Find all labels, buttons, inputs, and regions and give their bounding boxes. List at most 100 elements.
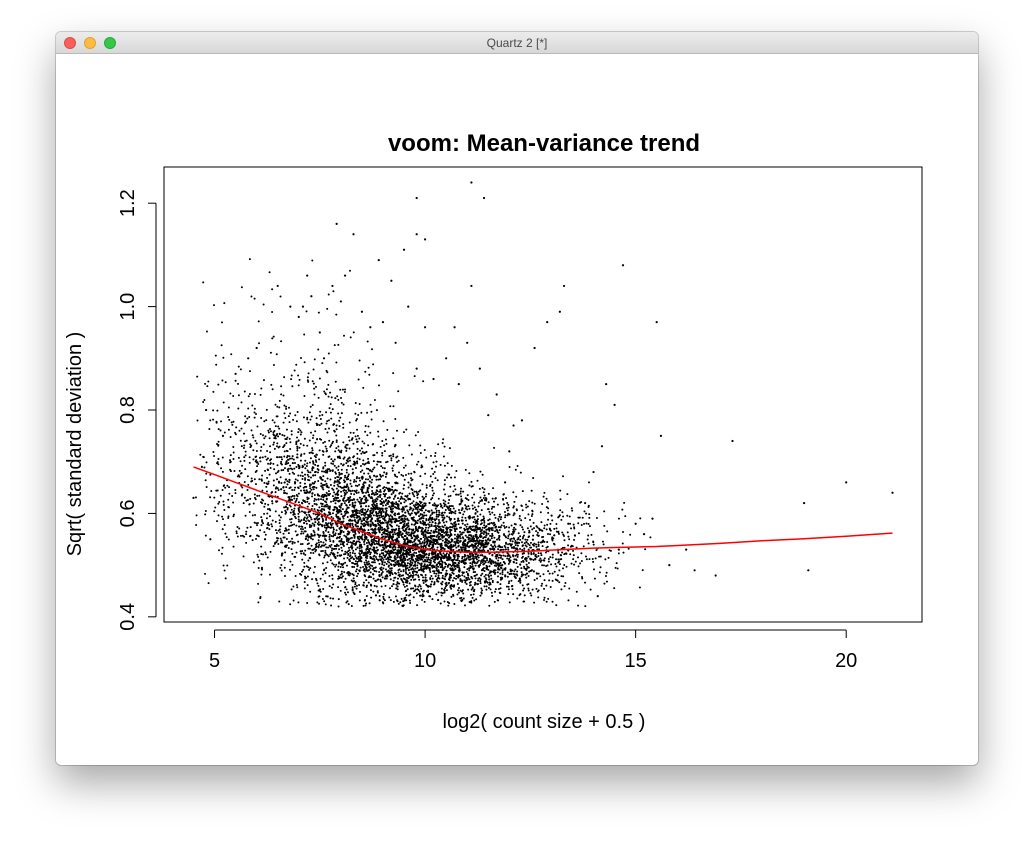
data-point — [314, 513, 317, 516]
data-point — [382, 595, 385, 598]
data-point — [260, 573, 263, 576]
data-point — [421, 526, 424, 529]
data-point — [420, 565, 423, 568]
data-point — [334, 380, 337, 383]
data-point — [335, 547, 338, 550]
data-point — [244, 468, 247, 471]
data-point — [469, 556, 472, 559]
data-point — [339, 529, 342, 532]
data-point — [410, 528, 413, 531]
minimize-button[interactable] — [84, 37, 96, 49]
data-point — [520, 541, 523, 544]
data-point — [441, 506, 444, 509]
data-point — [240, 445, 243, 448]
data-point — [450, 504, 453, 507]
data-point — [266, 457, 269, 460]
data-point — [318, 553, 321, 556]
x-tick-label: 10 — [414, 650, 436, 672]
data-point — [217, 502, 220, 505]
data-point — [328, 508, 331, 511]
data-point — [422, 582, 425, 585]
data-point — [294, 501, 297, 504]
data-point — [536, 548, 539, 551]
zoom-button[interactable] — [104, 37, 116, 49]
data-point — [233, 469, 236, 472]
data-point — [323, 526, 326, 529]
data-point — [394, 561, 397, 564]
data-point — [583, 522, 586, 525]
close-button[interactable] — [64, 37, 76, 49]
data-point — [477, 505, 480, 508]
data-point — [310, 533, 313, 536]
data-point — [382, 597, 385, 600]
data-point — [315, 503, 318, 506]
data-point — [358, 403, 361, 406]
title-bar[interactable]: Quartz 2 [*] — [56, 32, 978, 54]
data-point — [224, 532, 227, 535]
data-point — [327, 546, 330, 549]
data-point — [340, 396, 343, 399]
data-point — [243, 390, 246, 393]
data-point — [330, 586, 333, 589]
data-point — [375, 475, 378, 478]
data-point — [477, 579, 480, 582]
data-point — [394, 546, 397, 549]
data-point — [419, 542, 422, 545]
data-point — [442, 502, 445, 505]
data-point — [367, 523, 370, 526]
data-point — [527, 552, 530, 555]
data-point — [205, 408, 208, 412]
data-point — [551, 519, 554, 522]
data-point — [286, 480, 289, 483]
data-point — [360, 411, 363, 414]
data-point — [438, 511, 441, 514]
data-point — [338, 425, 341, 428]
data-point — [298, 465, 301, 468]
data-point — [342, 426, 345, 429]
data-point — [346, 591, 349, 594]
data-point — [475, 524, 478, 527]
data-point — [539, 557, 542, 560]
data-point — [343, 485, 346, 488]
data-point — [433, 502, 436, 505]
data-point — [465, 583, 468, 586]
data-point — [467, 505, 470, 508]
data-point — [448, 602, 451, 605]
data-point — [496, 503, 499, 506]
data-point — [340, 412, 343, 415]
data-point — [406, 576, 409, 579]
data-point — [424, 537, 427, 540]
data-point — [459, 490, 462, 493]
data-point — [292, 418, 295, 421]
data-point — [265, 517, 268, 520]
data-point — [368, 547, 371, 550]
data-point — [353, 563, 356, 566]
data-point — [290, 508, 293, 511]
data-point — [360, 310, 364, 313]
data-point — [517, 532, 520, 535]
data-point — [363, 543, 366, 546]
data-point — [555, 565, 558, 568]
data-point — [470, 284, 473, 288]
data-point — [260, 387, 263, 390]
data-point — [513, 558, 516, 561]
data-point — [487, 492, 490, 495]
data-point — [414, 503, 417, 506]
data-point — [481, 473, 484, 476]
data-point — [358, 512, 361, 515]
data-point — [468, 507, 471, 510]
data-point — [437, 504, 440, 507]
data-point — [352, 577, 355, 580]
data-point — [313, 502, 316, 505]
data-point — [395, 524, 398, 527]
data-point — [506, 552, 509, 555]
data-point — [457, 508, 460, 511]
data-point — [325, 422, 328, 425]
data-point — [345, 447, 348, 450]
data-point — [337, 598, 340, 601]
data-point — [318, 414, 321, 417]
data-point — [500, 524, 503, 527]
data-point — [354, 531, 357, 534]
data-point — [423, 497, 426, 500]
data-point — [367, 539, 370, 542]
